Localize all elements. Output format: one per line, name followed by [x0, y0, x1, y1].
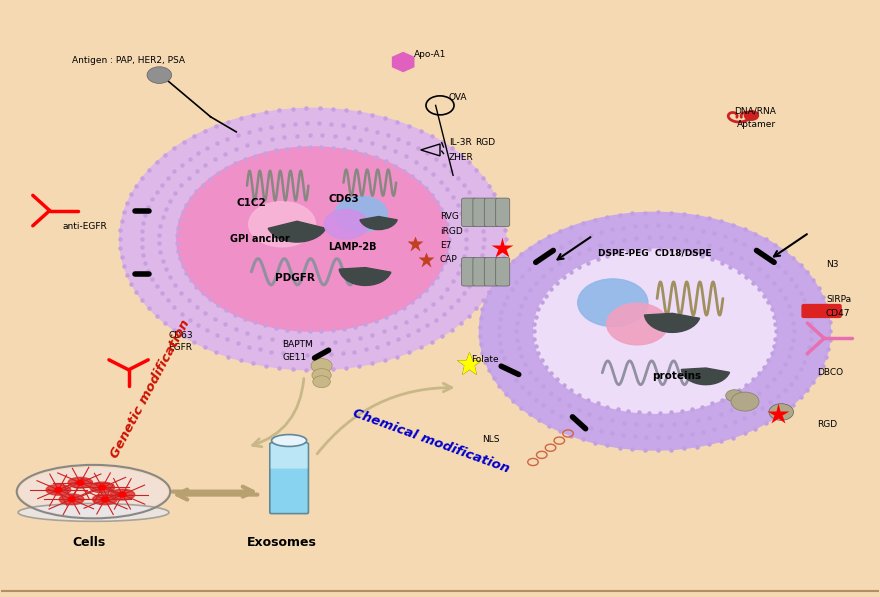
- Text: E7: E7: [440, 241, 451, 250]
- Text: C1C2: C1C2: [237, 198, 267, 208]
- Ellipse shape: [92, 494, 117, 504]
- Text: Exosomes: Exosomes: [247, 536, 317, 549]
- Text: IL-3R: IL-3R: [449, 139, 472, 147]
- Text: proteins: proteins: [652, 371, 701, 381]
- Circle shape: [68, 497, 75, 501]
- Circle shape: [744, 110, 759, 120]
- Text: Chemical modification: Chemical modification: [351, 407, 511, 476]
- Polygon shape: [120, 108, 506, 370]
- FancyBboxPatch shape: [495, 257, 510, 286]
- Polygon shape: [177, 147, 449, 331]
- Ellipse shape: [19, 467, 168, 516]
- Ellipse shape: [59, 494, 84, 504]
- FancyBboxPatch shape: [484, 257, 498, 286]
- Text: CD63: CD63: [168, 331, 193, 340]
- Circle shape: [578, 279, 648, 327]
- Ellipse shape: [110, 490, 135, 500]
- Circle shape: [55, 488, 62, 492]
- Circle shape: [147, 67, 172, 84]
- Text: DNA/RNA: DNA/RNA: [734, 107, 776, 116]
- Text: Folate: Folate: [471, 355, 498, 364]
- Text: DSPE-PEG  CD18/DSPE: DSPE-PEG CD18/DSPE: [598, 249, 712, 258]
- Circle shape: [119, 492, 126, 497]
- Text: CD63: CD63: [328, 193, 359, 204]
- FancyBboxPatch shape: [271, 444, 307, 469]
- Ellipse shape: [68, 478, 92, 488]
- Text: BAPTM: BAPTM: [282, 340, 313, 349]
- Text: Cells: Cells: [72, 536, 106, 549]
- Circle shape: [311, 359, 332, 373]
- Ellipse shape: [90, 482, 114, 493]
- Circle shape: [312, 368, 331, 381]
- Text: GPI anchor: GPI anchor: [231, 234, 290, 244]
- Wedge shape: [339, 267, 391, 285]
- Text: RGD: RGD: [818, 420, 838, 429]
- Text: Genetic modification: Genetic modification: [108, 318, 193, 460]
- Text: GE11: GE11: [282, 353, 306, 362]
- FancyBboxPatch shape: [270, 443, 308, 513]
- Text: SIRPa: SIRPa: [826, 295, 851, 304]
- Circle shape: [312, 376, 330, 387]
- Ellipse shape: [18, 503, 169, 521]
- FancyBboxPatch shape: [461, 257, 475, 286]
- Circle shape: [324, 210, 368, 239]
- Text: iRGD: iRGD: [440, 227, 463, 236]
- Text: anti-EGFR: anti-EGFR: [62, 221, 107, 230]
- Ellipse shape: [46, 485, 70, 495]
- Circle shape: [77, 481, 84, 485]
- Circle shape: [101, 497, 108, 501]
- Circle shape: [334, 196, 387, 232]
- FancyBboxPatch shape: [473, 198, 487, 227]
- Text: CAP: CAP: [440, 256, 458, 264]
- Text: Aptamer: Aptamer: [737, 121, 775, 130]
- Wedge shape: [268, 221, 326, 242]
- Polygon shape: [534, 249, 776, 413]
- FancyBboxPatch shape: [473, 257, 487, 286]
- Circle shape: [606, 303, 668, 345]
- Text: EGFR: EGFR: [168, 343, 192, 352]
- Text: DBCO: DBCO: [818, 368, 843, 377]
- FancyBboxPatch shape: [484, 198, 498, 227]
- Text: CD47: CD47: [826, 309, 850, 318]
- Text: OVA: OVA: [449, 93, 467, 102]
- Circle shape: [769, 404, 794, 420]
- Polygon shape: [480, 213, 831, 450]
- Circle shape: [249, 202, 315, 247]
- Text: NLS: NLS: [482, 435, 500, 444]
- Text: N3: N3: [826, 260, 839, 269]
- Wedge shape: [681, 368, 730, 384]
- Circle shape: [726, 390, 744, 402]
- Text: RGD: RGD: [475, 139, 495, 147]
- Circle shape: [99, 485, 106, 490]
- Text: RVG: RVG: [440, 212, 458, 221]
- FancyBboxPatch shape: [495, 198, 510, 227]
- FancyBboxPatch shape: [461, 198, 475, 227]
- Circle shape: [731, 392, 759, 411]
- Text: ZHER: ZHER: [449, 153, 473, 162]
- Text: Antigen : PAP, HER2, PSA: Antigen : PAP, HER2, PSA: [71, 56, 185, 65]
- Text: Apo-A1: Apo-A1: [414, 50, 446, 59]
- FancyBboxPatch shape: [802, 304, 842, 318]
- Text: LAMP-2B: LAMP-2B: [328, 242, 377, 253]
- Polygon shape: [392, 53, 414, 72]
- Wedge shape: [360, 217, 397, 230]
- Wedge shape: [644, 313, 700, 333]
- Ellipse shape: [272, 435, 306, 447]
- Text: PDGFR: PDGFR: [275, 273, 315, 283]
